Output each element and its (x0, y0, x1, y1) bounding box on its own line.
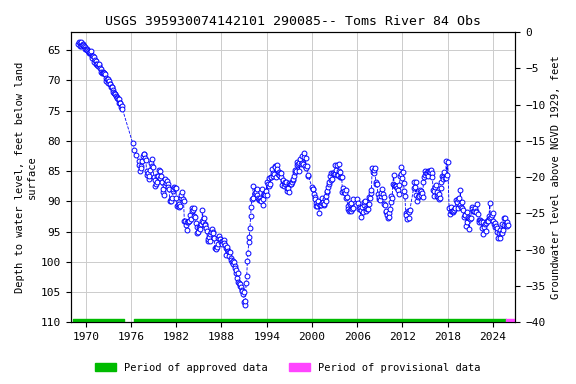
Y-axis label: Depth to water level, feet below land
surface: Depth to water level, feet below land su… (15, 61, 37, 293)
Title: USGS 395930074142101 290085-- Toms River 84 Obs: USGS 395930074142101 290085-- Toms River… (105, 15, 481, 28)
Y-axis label: Groundwater level above NGVD 1929, feet: Groundwater level above NGVD 1929, feet (551, 55, 561, 299)
Legend: Period of approved data, Period of provisional data: Period of approved data, Period of provi… (91, 359, 485, 377)
